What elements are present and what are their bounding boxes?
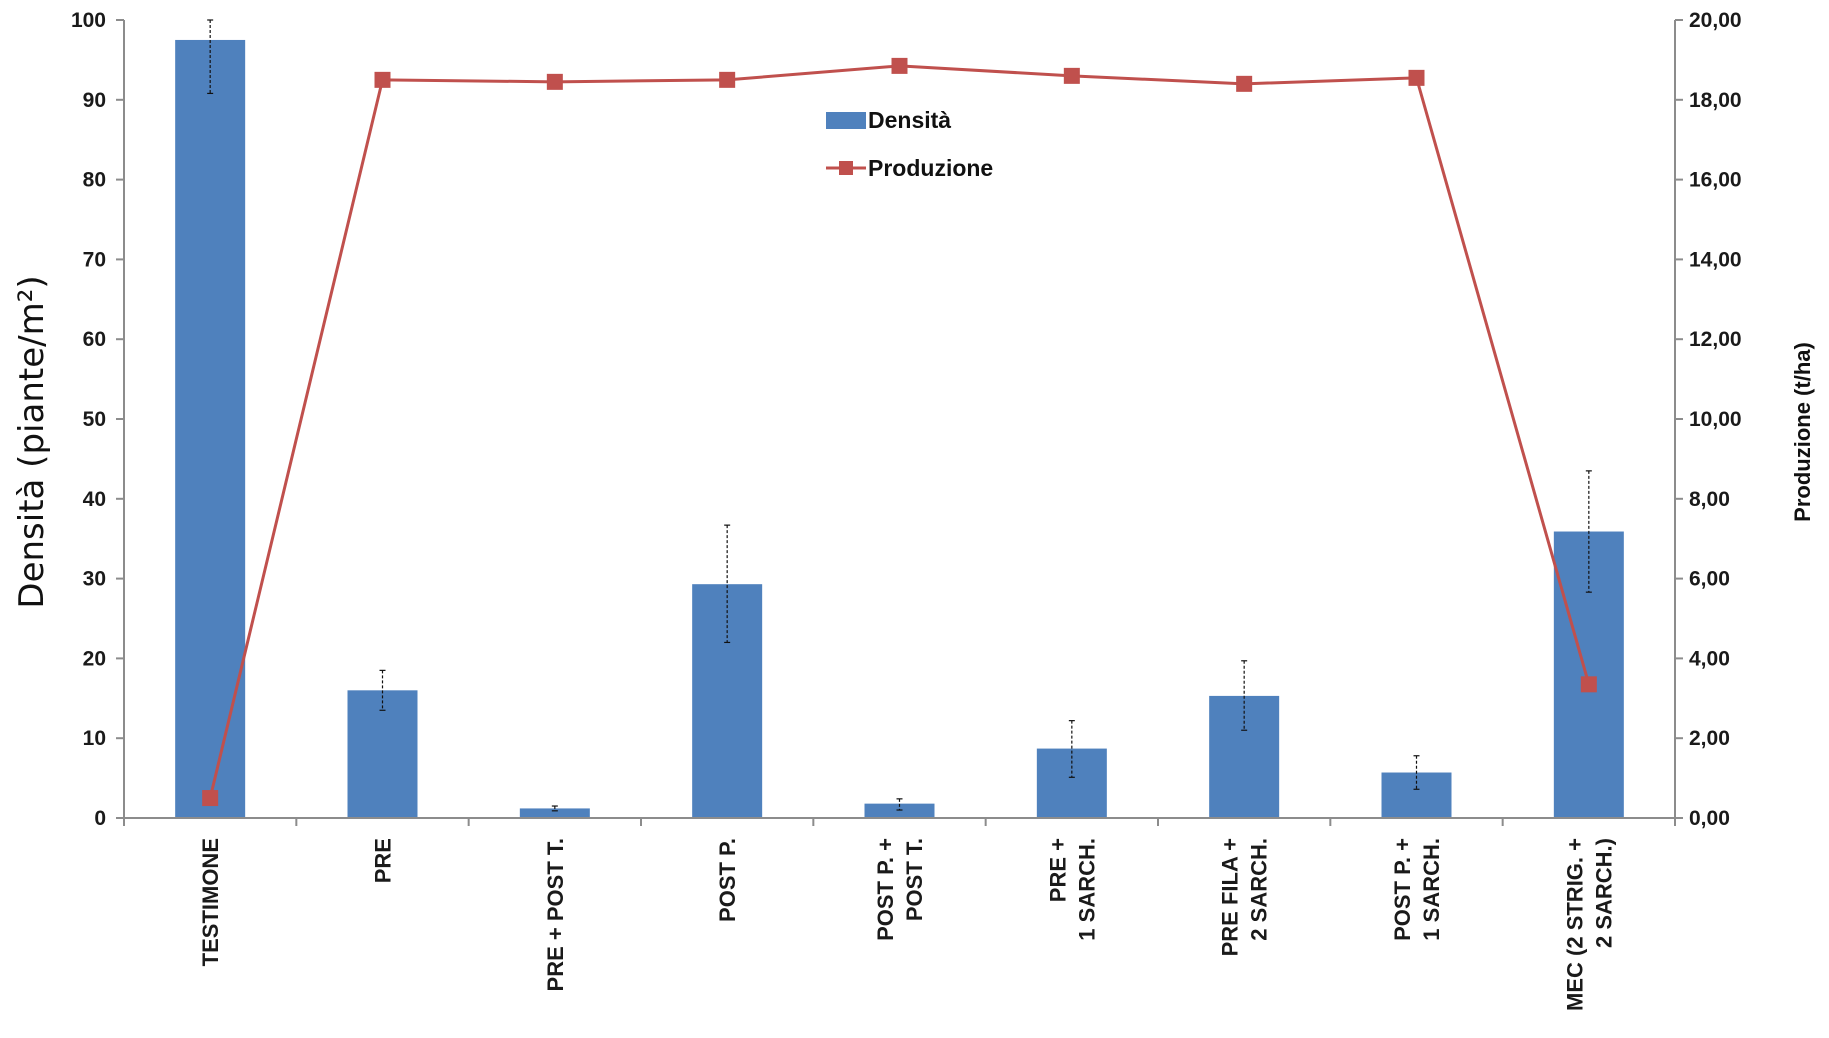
production-marker <box>1236 75 1253 92</box>
category-label: PRE +1 SARCH. <box>1045 838 1099 941</box>
category-label-line: POST P. <box>715 838 740 922</box>
category-label-line: POST T. <box>902 838 927 921</box>
y-left-tick-label: 70 <box>83 248 106 271</box>
y-axis-right-title: Produzione (t/ha) <box>1790 342 1815 522</box>
y-axis-left-title: Densità (piante/m²) <box>12 275 52 608</box>
legend: Densità Produzione <box>826 107 993 181</box>
y-right-tick-label: 4,00 <box>1689 647 1730 670</box>
category-label: PRE <box>371 838 396 883</box>
category-label: POST P. +1 SARCH. <box>1390 838 1444 941</box>
production-marker <box>1063 67 1080 84</box>
legend-swatch-densita <box>826 112 866 129</box>
density-bar <box>864 803 935 818</box>
production-marker <box>202 790 219 807</box>
production-marker <box>546 73 563 90</box>
density-bar <box>1381 772 1452 818</box>
legend-label-produzione: Produzione <box>868 155 993 181</box>
category-label: POST P. <box>715 838 740 922</box>
category-label: TESTIMONE <box>198 838 223 966</box>
density-bar <box>1036 748 1107 818</box>
density-bar <box>519 808 590 818</box>
production-marker <box>719 71 736 88</box>
y-left-tick-label: 20 <box>83 647 106 670</box>
y-right-tick-label: 10,00 <box>1689 408 1742 431</box>
production-line <box>202 57 1597 807</box>
y-left-tick-label: 10 <box>83 727 106 750</box>
y-right-tick-label: 14,00 <box>1689 248 1742 271</box>
category-label-line: TESTIMONE <box>198 838 223 966</box>
error-bars <box>207 19 1592 812</box>
y-left-tick-label: 40 <box>83 488 106 511</box>
y-left-tick-label: 60 <box>83 328 106 351</box>
category-label-line: POST P. + <box>1390 838 1415 941</box>
y-right-tick-label: 6,00 <box>1689 568 1730 591</box>
category-label-line: 1 SARCH. <box>1419 838 1444 941</box>
y-right-tick-label: 0,00 <box>1689 807 1730 830</box>
y-right-tick-label: 12,00 <box>1689 328 1742 351</box>
category-labels: TESTIMONE PRE PRE + POST T. POST P. POST P. … <box>198 838 1616 1011</box>
category-label-line: POST P. + <box>873 838 898 941</box>
y-left-tick-label: 90 <box>83 89 106 112</box>
production-marker <box>374 71 391 88</box>
y-right-tick-label: 8,00 <box>1689 488 1730 511</box>
legend-marker-produzione <box>839 161 853 175</box>
category-label-line: PRE + <box>1045 838 1070 902</box>
production-marker <box>1580 676 1597 693</box>
category-label-line: 1 SARCH. <box>1074 838 1099 941</box>
category-label-line: MEC (2 STRIG. + <box>1562 838 1587 1011</box>
category-label-line: 2 SARCH. <box>1247 838 1272 941</box>
density-bar <box>1553 531 1624 818</box>
y-left-tick-label: 100 <box>71 9 106 32</box>
category-label: POST P. + POST T. <box>873 838 927 941</box>
y-right-tick-label: 20,00 <box>1689 9 1742 32</box>
production-marker <box>1408 69 1425 86</box>
legend-label-densita: Densità <box>868 107 951 133</box>
density-bars <box>175 39 1624 818</box>
y-left-tick-label: 0 <box>94 807 106 830</box>
axes: 0 10 20 30 40 50 60 70 80 90 100 0,00 2,00 4,00 6,00 8,… <box>71 9 1742 830</box>
density-bar <box>1209 695 1280 818</box>
y-right-tick-label: 18,00 <box>1689 89 1742 112</box>
category-label: PRE + POST T. <box>543 838 568 991</box>
category-label-line: PRE <box>371 838 396 883</box>
y-left-tick-label: 30 <box>83 568 106 591</box>
category-label-line: PRE + POST T. <box>543 838 568 991</box>
category-label-line: 2 SARCH.) <box>1591 838 1616 948</box>
category-label: MEC (2 STRIG. +2 SARCH.) <box>1562 838 1616 1011</box>
y-left-tick-label: 50 <box>83 408 106 431</box>
production-marker <box>891 57 908 74</box>
category-label-line: PRE FILA + <box>1218 838 1243 956</box>
density-bar <box>692 584 763 818</box>
density-bar <box>347 690 418 818</box>
y-left-tick-label: 80 <box>83 169 106 192</box>
category-label: PRE FILA +2 SARCH. <box>1218 838 1272 956</box>
y-right-tick-label: 16,00 <box>1689 169 1742 192</box>
y-right-tick-label: 2,00 <box>1689 727 1730 750</box>
density-bar <box>175 39 246 818</box>
